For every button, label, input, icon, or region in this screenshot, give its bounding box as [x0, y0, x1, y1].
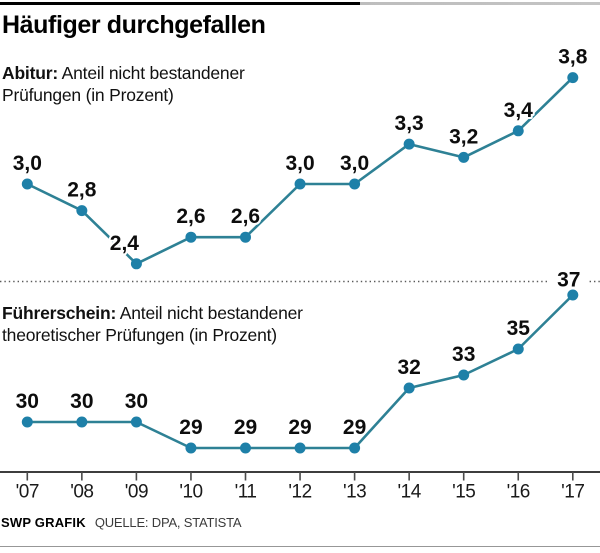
- year-label: '11: [235, 482, 257, 503]
- data-point: [458, 151, 470, 163]
- year-label: '08: [70, 482, 93, 503]
- data-point: [458, 369, 470, 381]
- value-label-bg: [549, 269, 588, 292]
- data-point: [21, 416, 33, 428]
- value-label: 29: [234, 416, 257, 439]
- value-label: 35: [507, 317, 531, 340]
- data-point: [240, 231, 251, 243]
- data-point: [294, 178, 306, 190]
- value-label: 3,4: [504, 99, 534, 122]
- abitur-subtitle-bold: Abitur:: [2, 63, 58, 83]
- data-point: [185, 231, 197, 243]
- data-point: [294, 442, 306, 454]
- fuehrerschein-subtitle-rest: Anteil nicht bestandener: [116, 303, 303, 323]
- value-label: 32: [397, 356, 420, 379]
- value-label: 2,6: [231, 205, 260, 228]
- value-label: 29: [179, 416, 202, 439]
- data-point: [512, 343, 524, 355]
- page-title: Häufiger durchgefallen: [2, 11, 266, 39]
- source-brand: SWP GRAFIK: [1, 515, 86, 530]
- abitur-subtitle: Abitur: Anteil nicht bestandener Prüfung…: [2, 62, 245, 106]
- value-label: 29: [343, 416, 366, 439]
- data-point: [512, 125, 524, 137]
- bottom-border-rule: [0, 546, 600, 547]
- fuehrerschein-subtitle-bold: Führerschein:: [2, 303, 117, 323]
- year-label: '16: [507, 482, 530, 503]
- value-label: 33: [452, 343, 475, 366]
- value-label: 3,2: [449, 125, 478, 148]
- fuehrerschein-subtitle: Führerschein: Anteil nicht bestandener t…: [2, 302, 303, 346]
- data-point: [130, 416, 142, 428]
- data-point: [185, 442, 197, 454]
- data-point: [567, 72, 579, 84]
- data-point: [349, 178, 361, 190]
- value-label: 30: [16, 390, 39, 413]
- year-label: '12: [288, 482, 311, 503]
- data-point: [130, 258, 142, 270]
- value-label: 3,8: [558, 46, 588, 69]
- year-label: '15: [452, 482, 475, 503]
- abitur-subtitle-line1: Abitur: Anteil nicht bestandener: [2, 62, 245, 84]
- abitur-subtitle-line2: Prüfungen (in Prozent): [2, 85, 174, 105]
- top-border-rule: [0, 2, 600, 5]
- value-label: 29: [288, 416, 311, 439]
- value-label: 30: [125, 390, 148, 413]
- data-point: [240, 442, 251, 454]
- fuehrerschein-subtitle-line2: theoretischer Prüfungen (in Prozent): [2, 325, 277, 345]
- value-label: 2,6: [176, 205, 205, 228]
- source-line: SWP GRAFIK QUELLE: DPA, STATISTA: [1, 515, 242, 530]
- abitur-subtitle-rest: Anteil nicht bestandener: [57, 63, 245, 83]
- data-point: [349, 442, 361, 454]
- year-label: '10: [179, 482, 202, 503]
- value-label: 2,4: [110, 232, 140, 255]
- fuehrerschein-subtitle-line1: Führerschein: Anteil nicht bestandener: [2, 302, 303, 324]
- data-point: [76, 205, 88, 217]
- data-point: [403, 138, 415, 150]
- year-label: '07: [16, 482, 39, 503]
- value-label: 3,0: [13, 152, 42, 175]
- data-point: [21, 178, 33, 190]
- year-label: '13: [343, 482, 366, 503]
- year-label: '09: [125, 482, 148, 503]
- data-point: [403, 382, 415, 394]
- value-label: 3,0: [340, 152, 369, 175]
- value-label: 30: [70, 390, 93, 413]
- year-label: '17: [561, 482, 584, 503]
- value-label: 3,0: [285, 152, 314, 175]
- source-credit: QUELLE: DPA, STATISTA: [94, 515, 242, 530]
- data-point: [76, 416, 88, 428]
- value-label: 3,3: [395, 112, 424, 135]
- value-label: 37: [557, 269, 580, 292]
- year-label: '14: [398, 482, 422, 503]
- value-label: 2,8: [67, 179, 97, 202]
- data-point: [567, 289, 579, 301]
